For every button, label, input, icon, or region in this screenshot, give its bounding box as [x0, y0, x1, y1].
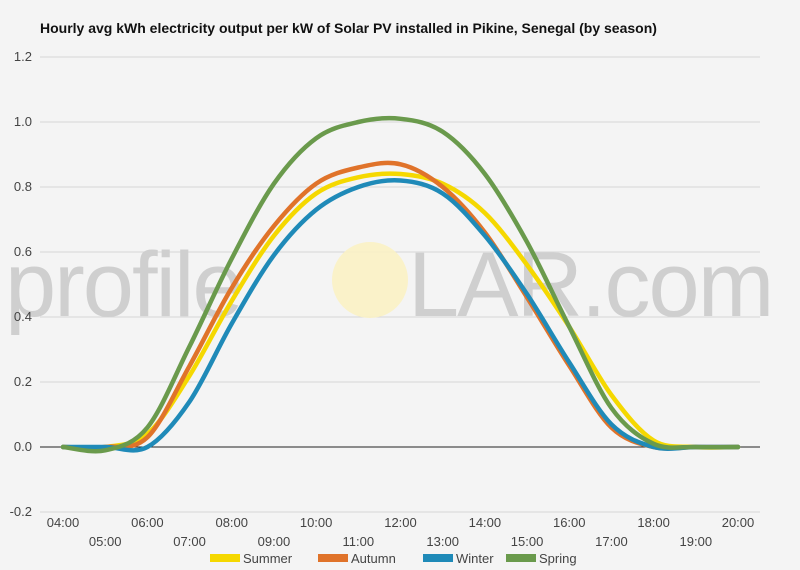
x-tick-label: 13:00 — [426, 534, 459, 549]
y-tick-label: -0.2 — [10, 504, 32, 519]
legend-item-autumn[interactable]: Autumn — [318, 551, 396, 566]
x-tick-label: 04:00 — [47, 515, 80, 530]
y-tick-label: 0.8 — [14, 179, 32, 194]
legend: Summer Autumn Winter Spring — [210, 551, 577, 566]
x-tick-label: 09:00 — [258, 534, 291, 549]
series-line-autumn — [60, 160, 741, 451]
x-tick-label: 12:00 — [384, 515, 417, 530]
legend-swatch — [506, 554, 536, 562]
x-tick-label: 10:00 — [300, 515, 333, 530]
y-tick-label: 1.2 — [14, 49, 32, 64]
series-lines — [60, 115, 741, 454]
x-tick-label: 08:00 — [215, 515, 248, 530]
series-line-spring — [60, 115, 741, 454]
watermark-sun-icon — [332, 242, 408, 318]
x-tick-label: 20:00 — [722, 515, 755, 530]
x-axis-ticks: 04:00 05:00 06:00 07:00 08:00 09:00 10:00 11:00… — [47, 515, 755, 549]
y-tick-label: 0.6 — [14, 244, 32, 259]
legend-swatch — [210, 554, 240, 562]
x-tick-label: 17:00 — [595, 534, 628, 549]
legend-item-winter[interactable]: Winter — [423, 551, 494, 566]
y-tick-label: 0.0 — [14, 439, 32, 454]
x-tick-label: 19:00 — [680, 534, 713, 549]
x-tick-label: 11:00 — [343, 534, 375, 549]
series-line-summer — [60, 171, 741, 451]
y-tick-label: 0.4 — [14, 309, 32, 324]
x-tick-label: 05:00 — [89, 534, 122, 549]
y-tick-label: 1.0 — [14, 114, 32, 129]
gridlines — [40, 56, 760, 513]
legend-swatch — [318, 554, 348, 562]
x-tick-label: 06:00 — [131, 515, 164, 530]
x-tick-label: 16:00 — [553, 515, 586, 530]
x-tick-label: 07:00 — [173, 534, 206, 549]
y-axis-ticks: -0.2 0.0 0.2 0.4 0.6 0.8 1.0 1.2 — [10, 49, 32, 519]
x-tick-label: 18:00 — [637, 515, 670, 530]
watermark-text-right: LAR.com — [408, 234, 772, 336]
series-line-winter — [60, 178, 741, 453]
legend-label: Winter — [456, 551, 494, 566]
watermark-text-left: profile — [5, 234, 242, 336]
legend-label: Autumn — [351, 551, 396, 566]
chart-title: Hourly avg kWh electricity output per kW… — [40, 20, 657, 36]
legend-item-spring[interactable]: Spring — [506, 551, 577, 566]
x-tick-label: 15:00 — [511, 534, 544, 549]
legend-swatch — [423, 554, 453, 562]
legend-item-summer[interactable]: Summer — [210, 551, 293, 566]
legend-label: Summer — [243, 551, 293, 566]
y-tick-label: 0.2 — [14, 374, 32, 389]
x-tick-label: 14:00 — [469, 515, 502, 530]
legend-label: Spring — [539, 551, 577, 566]
watermark: profile LAR.com — [5, 234, 774, 336]
